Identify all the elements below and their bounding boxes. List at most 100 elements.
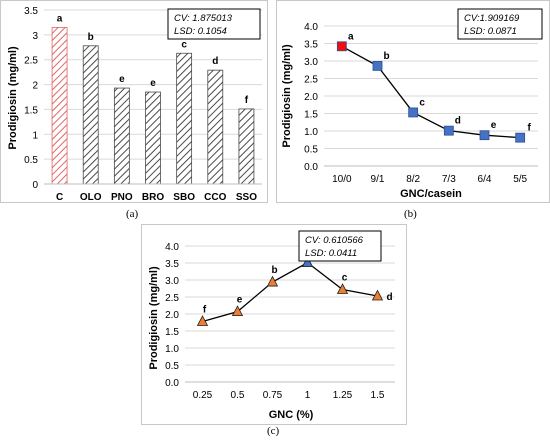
chart-c-lsd: LSD: 0.0411 [305,248,357,259]
data-point [231,305,244,317]
panel-a: Prodigiosin (mg/ml) 0 0.5 1 1.5 2 2.5 3 3.5 a b e… [0,0,268,220]
significance-letter: f [203,304,207,315]
y-tick-label: 1 [32,130,38,141]
y-tick-label: 1.5 [24,105,38,116]
y-tick-label: 0 [32,180,38,191]
panel-b: Prodigiosin (mg/ml) 0.0 0.5 1.0 1.5 2.0 2.5 3.… [276,0,550,220]
chart-c: Prodigiosin (mg/ml) 0.0 0.5 1.0 1.5 2.0 2.5 3.… [141,224,407,425]
data-point [196,315,209,326]
y-tick-label: 3.5 [165,259,179,270]
chart-b-xticks: 10/0 9/1 8/2 7/3 6/4 5/5 [332,174,527,185]
chart-c-xticks: 0.25 0.5 0.75 1 1.25 1.5 [193,390,385,401]
y-tick-label: 4.0 [165,242,179,253]
y-tick-label: 3.0 [304,57,318,68]
data-point [408,107,419,118]
chart-a-letters: a b e e c d f [57,13,249,106]
bar [145,91,161,185]
x-tick-label: 9/1 [371,174,385,185]
chart-b-stats-box [457,8,543,40]
y-tick-label: 0.5 [24,155,38,166]
data-point [301,256,314,268]
chart-b-letters: a b c d e f [348,31,531,133]
bar [113,87,130,185]
chart-c-points [196,256,384,326]
chart-b-lsd: LSD: 0.0871 [464,26,517,37]
data-point [266,275,279,287]
y-tick-label: 0.5 [304,145,318,156]
data-point [336,41,347,52]
significance-letter: f [245,95,249,106]
significance-letter: c [419,97,425,108]
chart-a-cv: CV: 1.875013 [174,13,233,24]
significance-letter: d [455,116,461,127]
significance-letter: e [237,295,243,306]
y-tick-label: 3.5 [304,40,318,51]
significance-letter: b [383,51,389,62]
y-tick-label: 3.0 [165,276,179,287]
significance-letter: e [150,78,156,89]
y-tick-label: 3 [32,31,38,42]
x-tick-label: 0.25 [193,390,213,401]
data-point [372,61,383,71]
chart-b-points [336,41,526,143]
chart-a-lsd: LSD: 0.1054 [174,26,227,37]
y-tick-label: 2.0 [165,310,179,321]
y-tick-label: 3.5 [24,6,38,17]
x-tick-label: CCO [204,192,226,203]
significance-letter: e [491,120,497,131]
bar [82,45,99,185]
x-tick-label: PNO [111,192,133,203]
bar [51,26,68,185]
significance-letter: a [348,31,354,42]
y-tick-label: 1.5 [304,110,318,121]
x-tick-label: 1.5 [371,390,385,401]
chart-b-cv: CV:1.909169 [464,13,520,24]
y-tick-label: 1.5 [165,327,179,338]
significance-letter: d [386,292,392,303]
x-tick-label: 6/4 [478,174,492,185]
x-tick-label: 10/0 [332,174,352,185]
chart-a-stats-box [167,8,261,40]
significance-letter: b [271,265,277,276]
panel-c-label: (c) [267,425,280,437]
chart-c-grid [185,245,395,366]
y-tick-label: 1.0 [304,127,318,138]
chart-c-ylabel: Prodigiosin (mg/ml) [148,266,160,370]
x-tick-label: 8/2 [406,174,420,185]
data-point [371,289,384,301]
significance-letter: a [57,13,63,24]
chart-b: Prodigiosin (mg/ml) 0.0 0.5 1.0 1.5 2.0 2.5 3.… [276,0,550,203]
data-point [336,283,349,294]
data-point [515,132,526,143]
y-tick-label: 2 [32,81,38,92]
y-tick-label: 0.5 [165,361,179,372]
chart-a-yticks: 0 0.5 1 1.5 2 2.5 3 3.5 [24,6,38,191]
x-tick-label: 0.75 [263,390,283,401]
significance-letter: b [88,32,94,43]
chart-b-ylabel: Prodigiosin (mg/ml) [281,44,293,148]
panel-b-label: (b) [404,208,417,220]
chart-a-bars [51,26,255,185]
y-tick-label: 2.5 [24,56,38,67]
y-tick-label: 0.0 [304,162,318,173]
y-tick-label: 1.0 [165,344,179,355]
data-point [479,130,490,141]
x-tick-label: C [56,192,63,203]
x-tick-label: 1.25 [333,390,353,401]
significance-letter: c [181,39,187,50]
panel-c: Prodigiosin (mg/ml) 0.0 0.5 1.0 1.5 2.0 2.5 3.… [141,224,407,442]
x-tick-label: 0.5 [231,390,245,401]
chart-a-ylabel: Prodigiosin (mg/ml) [7,46,19,150]
y-tick-label: 2.5 [304,75,318,86]
x-tick-label: BRO [142,192,164,203]
y-tick-label: 2.0 [304,92,318,103]
chart-b-line [341,45,521,139]
chart-a: Prodigiosin (mg/ml) 0 0.5 1 1.5 2 2.5 3 3.5 a b e… [0,0,268,203]
x-tick-label: 1 [305,390,311,401]
x-tick-label: 5/5 [513,174,527,185]
chart-c-yticks: 0.0 0.5 1.0 1.5 2.0 2.5 3.0 3.5 4.0 [165,242,179,389]
x-tick-label: OLO [80,192,102,203]
significance-letter: f [527,123,531,134]
chart-a-xticks: C OLO PNO BRO SBO CCO SSO [56,192,257,203]
chart-a-frame [0,0,268,203]
